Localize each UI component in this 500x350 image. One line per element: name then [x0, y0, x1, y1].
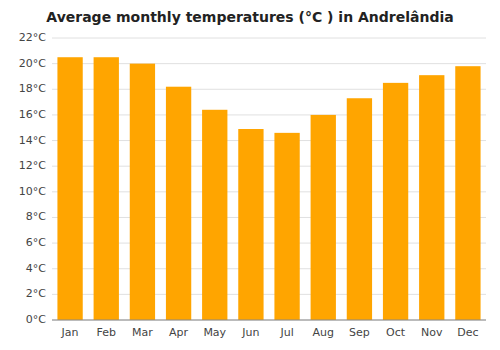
x-tick-label: Jul	[279, 326, 293, 339]
bars	[57, 57, 480, 320]
y-tick-label: 4°C	[26, 262, 46, 275]
x-tick-label: Oct	[386, 326, 406, 339]
x-tick-label: Feb	[97, 326, 116, 339]
x-axis: Jan Feb Mar Apr May Jun Jul Aug Sep Oct Nov Dec	[52, 320, 486, 339]
y-tick-label: 12°C	[19, 159, 46, 172]
bar	[311, 115, 336, 320]
x-axis-line	[52, 320, 486, 321]
x-tick-label: Aug	[313, 326, 334, 339]
bar	[166, 87, 191, 320]
x-tick-label: Dec	[457, 326, 478, 339]
y-tick-label: 6°C	[26, 236, 46, 249]
bar	[94, 57, 119, 320]
x-tick-label: Sep	[349, 326, 370, 339]
bar	[274, 133, 299, 320]
bar	[57, 57, 82, 320]
bar	[130, 64, 155, 320]
grid-line	[52, 320, 486, 321]
x-tick-label: Jan	[61, 326, 79, 339]
y-tick-label: 8°C	[26, 210, 46, 223]
chart: 0°C 2°C 4°C 6°C 8°C 10°C 12°C 14°C 16°C 18°C 20°C 2…	[0, 0, 500, 350]
y-tick-label: 18°C	[19, 82, 46, 95]
y-tick-label: 22°C	[19, 31, 46, 44]
x-tick-label: Mar	[132, 326, 153, 339]
x-tick-label: May	[203, 326, 226, 339]
x-tick-label: Apr	[169, 326, 189, 339]
bar	[455, 66, 480, 320]
y-tick-label: 2°C	[26, 287, 46, 300]
y-tick-label: 20°C	[19, 57, 46, 70]
bar	[347, 98, 372, 320]
y-axis: 0°C 2°C 4°C 6°C 8°C 10°C 12°C 14°C 16°C 18°C 20°C 2…	[19, 31, 46, 326]
grid	[52, 38, 486, 320]
grid-line	[52, 38, 486, 39]
title: Average monthly temperatures (°C ) in An…	[46, 9, 453, 25]
y-tick-label: 16°C	[19, 108, 46, 121]
page: {"chart_data": {"type": "bar", "title": …	[0, 0, 500, 350]
bar	[419, 75, 444, 320]
bar	[202, 110, 227, 320]
bar	[383, 83, 408, 320]
x-tick-label: Nov	[421, 326, 443, 339]
x-tick-label: Jun	[241, 326, 259, 339]
y-tick-label: 14°C	[19, 134, 46, 147]
bar	[238, 129, 263, 320]
y-tick-label: 0°C	[26, 313, 46, 326]
y-tick-label: 10°C	[19, 185, 46, 198]
